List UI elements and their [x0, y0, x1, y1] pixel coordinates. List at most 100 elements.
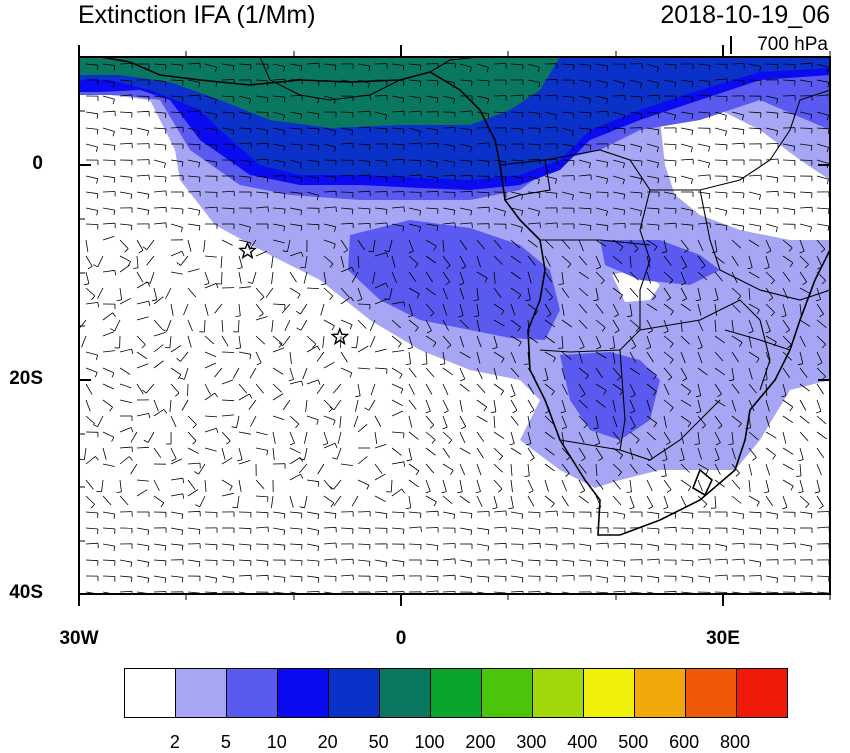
wind-barb [613, 96, 625, 97]
wind-barb-flag [795, 529, 796, 534]
wind-barb-flag [692, 513, 693, 518]
wind-barb [766, 64, 778, 65]
wind-barb-flag [540, 223, 541, 228]
wind-barb [715, 592, 727, 593]
colorbar-box [329, 669, 380, 717]
wind-barb-flag [710, 113, 711, 118]
wind-barb-flag [658, 113, 659, 118]
wind-barb [528, 592, 540, 593]
wind-barb-flag [404, 433, 405, 438]
wind-barb-flag [557, 95, 558, 100]
wind-barb [800, 128, 812, 129]
wind-barb [681, 544, 693, 545]
wind-barb [732, 64, 744, 65]
wind-barb [103, 576, 115, 577]
wind-barb-flag [370, 175, 371, 180]
wind-barb-flag [556, 193, 557, 198]
colorbar-box [380, 669, 431, 717]
wind-barb [783, 160, 795, 161]
wind-barb-flag [794, 193, 795, 198]
wind-barb-flag [488, 161, 489, 166]
wind-barb [494, 576, 506, 577]
wind-barb-flag [488, 577, 489, 582]
wind-barb-flag [166, 191, 167, 196]
wind-barb-flag [166, 223, 167, 228]
wind-barb-flag [591, 175, 592, 180]
wind-barb-flag [590, 129, 591, 134]
y-label-20s: 20S [9, 368, 43, 390]
wind-barb-flag [522, 529, 523, 534]
colorbar-box [533, 669, 584, 717]
colorbar-box [737, 669, 787, 717]
wind-barb [205, 560, 217, 561]
wind-barb-flag [166, 177, 167, 182]
wind-barb [528, 144, 540, 145]
wind-barb-flag [522, 129, 523, 134]
wind-barb [596, 192, 608, 193]
wind-barb-flag [404, 177, 405, 182]
wind-barb-flag [506, 511, 507, 516]
wind-barb-flag [133, 268, 138, 269]
wind-barb [188, 384, 189, 396]
wind-barb-flag [421, 175, 422, 180]
wind-barb [749, 592, 761, 593]
y-label-0: 0 [32, 153, 43, 175]
wind-barb-flag [234, 97, 235, 102]
wind-barb [358, 512, 370, 513]
wind-barb [341, 112, 353, 113]
x-label-30e: 30E [693, 628, 753, 650]
wind-barb-flag [335, 65, 336, 70]
wind-barb-flag [250, 177, 251, 182]
wind-barb [715, 96, 727, 97]
colorbar-box [584, 669, 635, 717]
colorbar-box [278, 669, 329, 717]
colorbar-box [635, 669, 686, 717]
wind-barb [749, 576, 761, 577]
wind-barb-flag [590, 561, 591, 566]
wind-barb-flag [421, 527, 422, 532]
wind-barb [477, 512, 489, 513]
wind-barb-flag [132, 81, 133, 86]
wind-barb-flag [777, 113, 778, 118]
wind-barb-flag [573, 113, 574, 118]
wind-barb-flag [302, 145, 303, 150]
wind-barb [817, 512, 829, 513]
wind-barb [222, 272, 223, 284]
wind-barb [426, 528, 438, 529]
wind-barb-flag [200, 111, 201, 116]
wind-barb [800, 160, 812, 161]
wind-barb [222, 80, 234, 81]
wind-barb-flag [182, 545, 183, 550]
wind-barb-flag [710, 175, 711, 180]
wind-barb [324, 576, 336, 577]
wind-barb-flag [216, 145, 217, 150]
wind-barb-flag [710, 559, 711, 564]
wind-barb-flag [301, 193, 302, 198]
wind-barb-flag [369, 561, 370, 566]
wind-barb-flag [387, 223, 388, 228]
wind-barb-flag [524, 364, 529, 365]
wind-barb [205, 512, 217, 513]
wind-barb-flag [557, 545, 558, 550]
wind-barb [103, 160, 115, 161]
wind-barb-flag [132, 95, 133, 100]
colorbar [124, 668, 788, 718]
wind-barb-flag [131, 225, 132, 230]
wind-barb-flag [659, 225, 660, 230]
wind-barb-flag [233, 545, 234, 550]
wind-barb-flag [267, 193, 268, 198]
wind-barb-flag [352, 209, 353, 214]
wind-barb [341, 192, 353, 193]
wind-barb-flag [540, 193, 541, 198]
wind-barb [358, 304, 370, 305]
wind-barb [222, 352, 234, 353]
wind-barb-flag [557, 127, 558, 132]
colorbar-box [686, 669, 737, 717]
wind-barb-flag [285, 97, 286, 102]
wind-barb [783, 64, 795, 65]
y-label-40s: 40S [9, 582, 43, 604]
wind-barb [375, 192, 387, 193]
wind-barb-flag [319, 561, 320, 566]
wind-barb [392, 192, 404, 193]
wind-barb [443, 128, 455, 129]
